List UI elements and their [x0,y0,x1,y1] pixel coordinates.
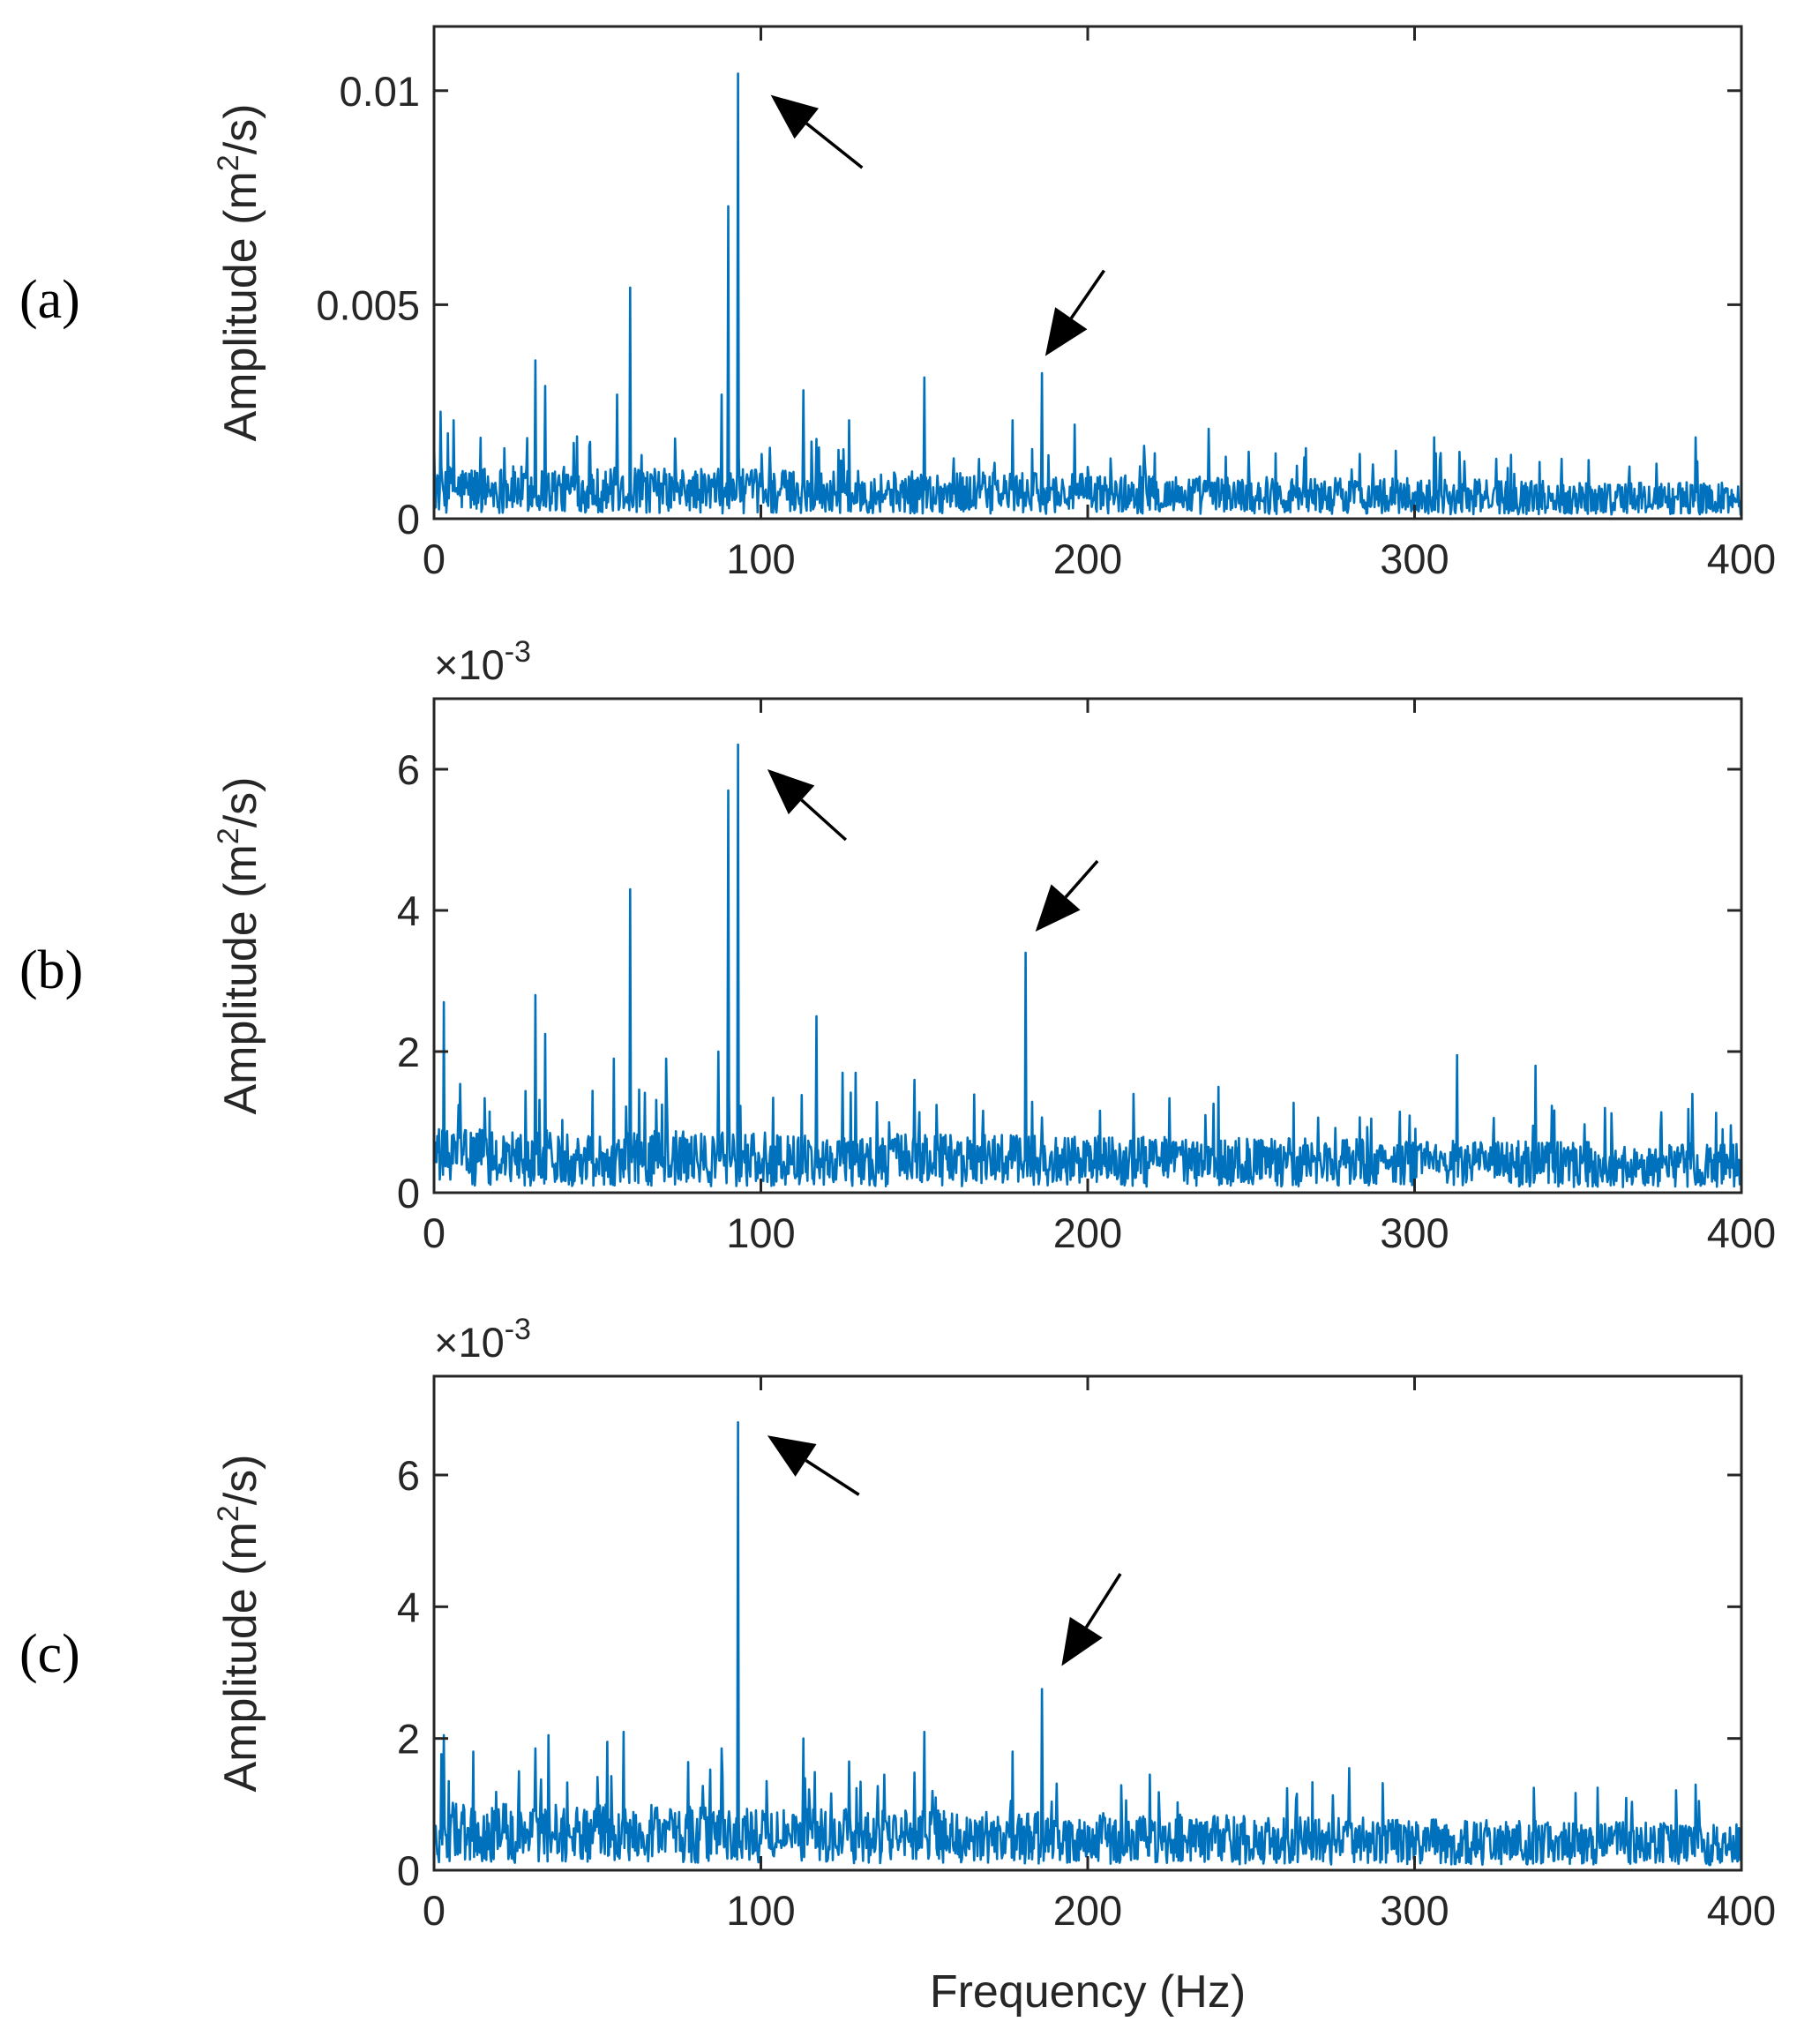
y-tick-label: 0 [397,1170,420,1217]
y-tick-label: 6 [397,746,420,793]
arrow-shaft [1069,269,1105,319]
y-axis-label: Amplitude (m2/s) [212,104,266,442]
y-axis-label-text: Amplitude (m [215,844,266,1114]
annotation-arrow [767,1435,860,1496]
axis-exponent-power: -3 [505,635,531,669]
x-tick-label: 400 [1707,1209,1776,1256]
x-tick-label: 0 [423,1887,446,1934]
x-tick-label: 100 [726,535,795,582]
annotation-arrow [770,94,864,169]
x-tick-label: 200 [1053,1887,1122,1934]
y-axis-label-sup: 2 [212,827,245,844]
y-axis-label-unit: /s) [215,777,266,828]
x-tick-label: 300 [1380,1887,1449,1934]
y-axis-label: Amplitude (m2/s) [212,1455,266,1793]
x-tick-label: 100 [726,1887,795,1934]
arrow-head [767,769,815,815]
y-tick-label: 4 [397,887,420,934]
axis-exponent-base: ×10 [434,1319,505,1366]
arrow-shaft [800,798,848,842]
axis-exponent: ×10-3 [434,1313,531,1366]
y-tick-label: 0.01 [340,68,420,115]
annotation-arrow [1035,859,1099,932]
y-axis-label-text: Amplitude (m [215,1522,266,1792]
y-axis-label-sup: 2 [212,1505,245,1522]
x-axis-label: Frequency (Hz) [930,1966,1246,2018]
y-axis-label-unit: /s) [215,1455,266,1506]
arrow-shaft [805,122,864,169]
y-axis-label: Amplitude (m2/s) [212,777,266,1115]
signal-series [432,72,1743,516]
arrow-shaft [805,1459,860,1496]
axis-exponent-base: ×10 [434,641,505,688]
x-tick-label: 200 [1053,1209,1122,1256]
chart-panel-1: (a) 0 100 200 300 400 0 0.005 0.01 Amplitude (m2/… [19,25,1776,582]
x-tick-label: 200 [1053,535,1122,582]
signal-series [432,743,1743,1188]
arrow-head [770,94,820,139]
arrow-head [1061,1616,1103,1666]
annotation-arrow [1061,1573,1122,1666]
arrow-shaft [1064,859,1099,899]
y-tick-label: 0.005 [316,281,420,328]
arrow-head [767,1435,817,1477]
x-tick-label: 400 [1707,1887,1776,1934]
y-tick-label: 0 [397,1847,420,1894]
annotation-arrow [1045,269,1105,356]
panel-label: (a) [19,270,80,330]
y-tick-label: 0 [397,496,420,543]
panel-label: (c) [19,1624,80,1684]
axis-exponent: ×10-3 [434,635,531,688]
y-axis-label-sup: 2 [212,154,245,171]
y-tick-label: 2 [397,1716,420,1763]
panel-label: (b) [19,940,83,1000]
x-tick-label: 0 [423,535,446,582]
arrow-head [1045,307,1088,356]
axis-exponent-power: -3 [505,1313,531,1346]
x-tick-label: 0 [423,1209,446,1256]
arrow-head [1035,884,1081,932]
x-tick-label: 300 [1380,1209,1449,1256]
y-tick-label: 4 [397,1584,420,1630]
y-axis-label-unit: /s) [215,104,266,155]
x-tick-label: 100 [726,1209,795,1256]
x-tick-label: 300 [1380,535,1449,582]
y-axis-label-text: Amplitude (m [215,171,266,441]
y-tick-label: 6 [397,1452,420,1499]
x-tick-label: 400 [1707,535,1776,582]
arrow-shaft [1084,1573,1122,1628]
signal-series [432,1421,1743,1867]
annotation-arrow [767,769,848,842]
y-tick-label: 2 [397,1029,420,1075]
